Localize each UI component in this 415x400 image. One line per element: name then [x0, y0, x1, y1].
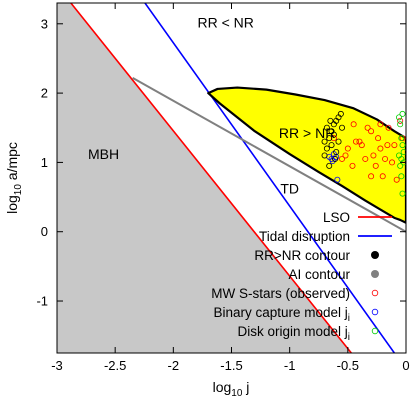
point-s_stars-0	[330, 135, 337, 142]
legend-swatch	[371, 289, 379, 297]
y-axis-title: log10 a/mpc	[4, 142, 24, 214]
point-rr_contour-8	[323, 124, 330, 131]
legend-label: MW S-stars (observed)	[211, 286, 350, 301]
legend-label: AI contour	[288, 267, 350, 282]
point-rr_contour-7	[337, 110, 344, 117]
x-tick-label: -1.5	[220, 358, 242, 373]
point-s_stars-16	[389, 159, 396, 166]
point-disk-8	[397, 162, 404, 169]
x-axis-title: log10 j	[213, 379, 250, 399]
y-tick-label: 1	[41, 155, 48, 170]
point-disk-2	[398, 135, 405, 142]
point-s_stars-2	[344, 145, 351, 152]
point-disk-4	[400, 149, 406, 156]
point-binary-6	[334, 176, 341, 183]
x-tick-label: -1	[284, 358, 296, 373]
x-tick-label: -2.5	[104, 358, 126, 373]
region-label: RR > NR	[279, 125, 335, 141]
point-s_stars-11	[375, 135, 382, 142]
point-s_stars-9	[370, 152, 377, 159]
x-tick-label: -0.5	[337, 358, 359, 373]
point-rr_contour-14	[326, 162, 333, 169]
y-tick-label: 0	[41, 224, 48, 239]
point-rr_contour-0	[321, 152, 328, 159]
point-s_stars-21	[368, 173, 375, 180]
point-s_stars-3	[349, 162, 356, 169]
series-line-ai-contour	[132, 76, 406, 233]
series-line-tidal-disruption	[143, 3, 396, 353]
point-s_stars-1	[339, 155, 346, 162]
mbh-region	[57, 3, 352, 353]
series-line-lso	[69, 3, 352, 353]
legend-label: Disk origin model ji	[237, 324, 350, 343]
point-s_stars-12	[377, 145, 384, 152]
region-label: RR < NR	[197, 14, 253, 30]
point-s_stars-18	[397, 117, 404, 124]
y-tick-label: 2	[41, 86, 48, 101]
point-s_stars-13	[379, 173, 386, 180]
region-labels: RR < NR RR > NR MBH TD	[88, 14, 335, 196]
plot-area	[57, 3, 406, 353]
x-tick-label: -3	[51, 358, 63, 373]
point-s_stars-22	[356, 138, 363, 145]
point-s_stars-23	[342, 152, 349, 159]
point-disk-10	[398, 173, 405, 180]
legend-label: Binary capture model ji	[213, 305, 350, 324]
series-line-rr-nr-contour	[207, 86, 406, 224]
y-tick-label: -1	[36, 294, 48, 309]
tick-labels: -3 -2.5 -2 -1.5 -1 -0.5 0 -1 0 1 2 3	[36, 16, 409, 373]
legend-label: RR>NR contour	[254, 248, 350, 263]
legend-swatch	[371, 270, 379, 278]
point-s_stars-15	[385, 124, 392, 131]
point-disk-0	[396, 114, 403, 121]
point-rr_contour-16	[339, 124, 346, 131]
point-s_stars-25	[377, 121, 384, 128]
point-s_stars-6	[362, 155, 369, 162]
point-s_stars-14	[382, 155, 389, 162]
point-rr_contour-1	[323, 145, 330, 152]
point-s_stars-4	[352, 138, 359, 145]
point-rr_contour-11	[335, 138, 342, 145]
legend-swatch	[371, 308, 379, 316]
rr-region	[208, 87, 406, 223]
point-disk-11	[399, 190, 406, 197]
point-rr_contour-9	[327, 117, 334, 124]
point-rr_contour-2	[326, 135, 333, 142]
legend-label: Tidal disruption	[259, 229, 350, 244]
point-s_stars-20	[393, 176, 400, 183]
point-s_stars-10	[372, 162, 379, 169]
point-rr_contour-17	[332, 155, 339, 162]
y-tick-label: 3	[41, 16, 48, 31]
point-rr_contour-12	[328, 142, 335, 149]
point-disk-9	[399, 110, 406, 117]
legend: LSO Tidal disruption RR>NR contour AI conto…	[211, 210, 392, 343]
point-s_stars-8	[368, 128, 375, 135]
point-s_stars-17	[391, 142, 398, 149]
point-s_stars-24	[350, 121, 357, 128]
legend-swatch	[371, 327, 379, 335]
legend-label: LSO	[323, 210, 350, 225]
legend-swatch	[371, 251, 379, 259]
point-disk-1	[397, 121, 404, 128]
point-s_stars-26	[384, 142, 391, 149]
region-label: MBH	[88, 146, 119, 162]
x-tick-label: 0	[402, 358, 409, 373]
point-rr_contour-13	[333, 149, 340, 156]
region-label: TD	[280, 181, 299, 197]
point-rr_contour-15	[321, 138, 328, 145]
point-rr_contour-10	[330, 131, 337, 138]
point-s_stars-7	[364, 124, 371, 131]
axis-ticks	[56, 3, 407, 353]
point-disk-3	[399, 142, 406, 149]
x-tick-label: -2	[168, 358, 180, 373]
